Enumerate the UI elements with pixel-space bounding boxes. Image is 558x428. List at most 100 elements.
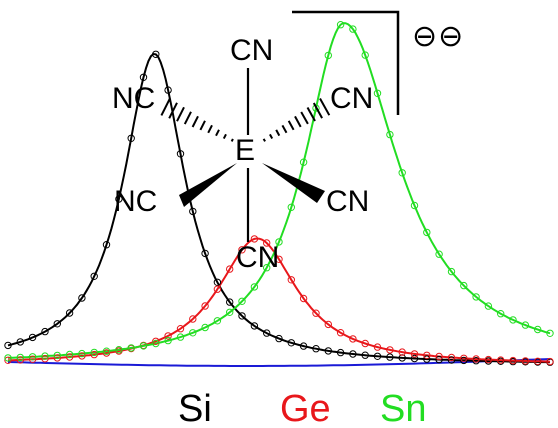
data-point-si: [324, 347, 332, 355]
hash-line: [222, 133, 227, 140]
hash-line: [306, 107, 316, 122]
data-point-sn: [349, 25, 357, 33]
data-point-ge: [275, 255, 283, 263]
data-point-si: [176, 150, 185, 158]
data-point-sn: [361, 51, 369, 59]
data-point-sn: [250, 283, 259, 291]
data-point-si: [410, 354, 419, 363]
ligand-upper-left-label: NC: [112, 82, 156, 115]
spectra-markers: [4, 21, 554, 366]
data-point-ge: [299, 294, 308, 303]
data-point-sn: [4, 354, 12, 362]
data-point-si: [312, 345, 320, 353]
data-point-ge: [509, 356, 517, 365]
hash-line: [294, 115, 302, 128]
data-point-ge: [65, 353, 74, 361]
ligand-lower-right-label: CN: [326, 185, 370, 218]
hash-line: [160, 97, 171, 116]
data-point-ge: [423, 351, 431, 359]
bond-upper-left-hashed: [160, 97, 234, 142]
data-point-sn: [139, 342, 148, 350]
data-point-si: [90, 272, 98, 280]
hash-line: [262, 138, 266, 142]
data-point-sn: [534, 325, 542, 334]
molecule-bonds: [160, 10, 400, 242]
hash-line: [300, 111, 309, 125]
data-point-ge: [238, 246, 246, 254]
hash-line: [207, 124, 213, 134]
center-atom-label: E: [235, 134, 256, 167]
data-point-ge: [41, 355, 49, 363]
data-point-si: [152, 50, 160, 58]
data-point-ge: [201, 302, 209, 310]
data-point-sn: [460, 281, 468, 290]
data-point-sn: [497, 310, 505, 318]
data-point-ge: [460, 354, 468, 362]
data-point-si: [28, 333, 37, 342]
data-point-si: [299, 342, 308, 350]
data-point-ge: [176, 325, 185, 333]
data-point-ge: [361, 339, 369, 348]
data-point-si: [386, 353, 394, 361]
data-point-sn: [176, 333, 185, 341]
data-point-ge: [447, 353, 456, 362]
data-point-si: [373, 352, 382, 360]
data-point-si: [65, 309, 74, 317]
data-point-si: [460, 356, 468, 365]
data-point-sn: [299, 158, 308, 166]
data-point-si: [263, 329, 271, 337]
data-point-sn: [238, 297, 246, 305]
ligand-upper-right-label: CN: [330, 82, 374, 115]
data-point-si: [78, 294, 86, 302]
data-point-sn: [78, 349, 86, 358]
data-point-ge: [189, 315, 197, 323]
hash-line: [281, 124, 288, 134]
hash-line: [287, 120, 295, 131]
data-point-ge: [534, 357, 542, 365]
data-point-si: [127, 134, 135, 143]
hash-line: [199, 120, 206, 131]
data-point-sn: [472, 293, 480, 301]
data-point-sn: [201, 323, 209, 332]
data-point-sn: [312, 104, 320, 112]
hash-line: [269, 133, 274, 139]
data-point-ge: [226, 265, 234, 273]
data-point-ge: [349, 335, 357, 343]
bond-upper-right-hashed: [262, 98, 331, 142]
data-point-sn: [102, 347, 111, 355]
data-point-ge: [546, 357, 554, 366]
data-point-sn: [275, 238, 283, 246]
hash-line: [319, 98, 331, 116]
data-point-sn: [152, 339, 160, 348]
hash-line: [312, 102, 323, 119]
data-point-ge: [152, 337, 160, 345]
data-point-si: [201, 249, 209, 258]
hash-line: [230, 138, 234, 142]
data-point-sn: [164, 336, 172, 345]
data-point-ge: [16, 356, 24, 364]
data-point-ge: [250, 235, 259, 243]
data-point-sn: [90, 348, 98, 357]
data-point-si: [139, 73, 148, 82]
bracket-right: [292, 10, 400, 115]
data-point-sn: [127, 344, 135, 352]
data-point-ge: [213, 285, 222, 293]
hash-line: [168, 102, 178, 119]
charge-label: ⊖⊖: [412, 20, 465, 53]
hash-line: [275, 129, 281, 137]
data-point-sn: [213, 317, 222, 325]
data-point-sn: [226, 308, 234, 316]
data-point-sn: [16, 353, 24, 362]
label-si: Si: [178, 388, 212, 428]
data-point-ge: [398, 348, 406, 356]
data-point-si: [53, 320, 61, 328]
data-point-si: [16, 338, 24, 346]
data-point-sn: [53, 351, 61, 360]
data-point-si: [423, 355, 431, 363]
data-point-sn: [189, 329, 197, 337]
data-point-ge: [373, 343, 382, 351]
data-point-si: [398, 354, 406, 362]
data-point-sn: [398, 169, 406, 177]
data-point-sn: [41, 352, 49, 360]
data-point-si: [213, 278, 222, 286]
